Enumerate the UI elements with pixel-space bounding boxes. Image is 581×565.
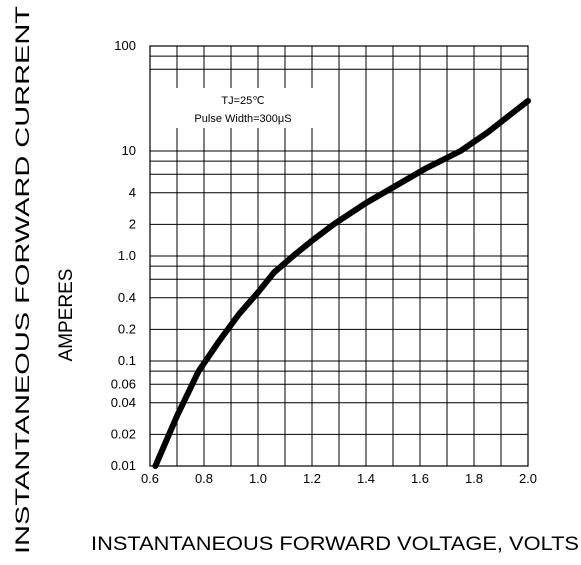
y-tick-label: 0.04 — [111, 395, 136, 410]
x-tick-label: 1.0 — [249, 471, 267, 486]
y-tick-label: 0.06 — [111, 376, 136, 391]
x-tick-labels: 0.6 0.8 1.0 1.2 1.4 1.6 1.8 2.0 — [141, 471, 537, 486]
y-tick-label: 2 — [129, 216, 136, 231]
plot-frame — [149, 45, 529, 467]
y-tick-label: 10 — [122, 143, 136, 158]
y-tick-label: 1.0 — [118, 248, 136, 263]
x-tick-label: 1.8 — [465, 471, 483, 486]
series-line — [152, 97, 531, 469]
y-tick-label: 0.2 — [118, 321, 136, 336]
y-tick-label: 0.01 — [111, 458, 136, 473]
x-tick-label: 1.6 — [411, 471, 429, 486]
annotation-temperature: TJ=25℃ — [221, 95, 264, 107]
y-tick-label: 0.4 — [118, 290, 136, 305]
x-tick-label: 2.0 — [519, 471, 537, 486]
y-tick-label: 0.1 — [118, 353, 136, 368]
x-axis-title: INSTANTANEOUS FORWARD VOLTAGE, VOLTS — [91, 534, 579, 555]
x-tick-label: 0.6 — [141, 471, 159, 486]
y-tick-label: 0.02 — [111, 426, 136, 441]
y-tick-labels: 0.01 0.02 0.04 0.06 0.1 0.2 0.4 1.0 2 4 10 100 — [111, 38, 136, 473]
x-tick-label: 1.2 — [303, 471, 321, 486]
annotation-pulse-width: Pulse Width=300μS — [194, 113, 291, 125]
annotation-box — [168, 88, 318, 128]
y-tick-label: 100 — [114, 38, 136, 53]
x-tick-label: 1.4 — [357, 471, 375, 486]
y-axis-title-line2: AMPERES — [56, 269, 77, 362]
x-tick-label: 0.8 — [195, 471, 213, 486]
y-axis-title-line1: INSTANTANEOUS FORWARD CURRENT — [13, 5, 34, 554]
y-tick-label: 4 — [129, 185, 136, 200]
